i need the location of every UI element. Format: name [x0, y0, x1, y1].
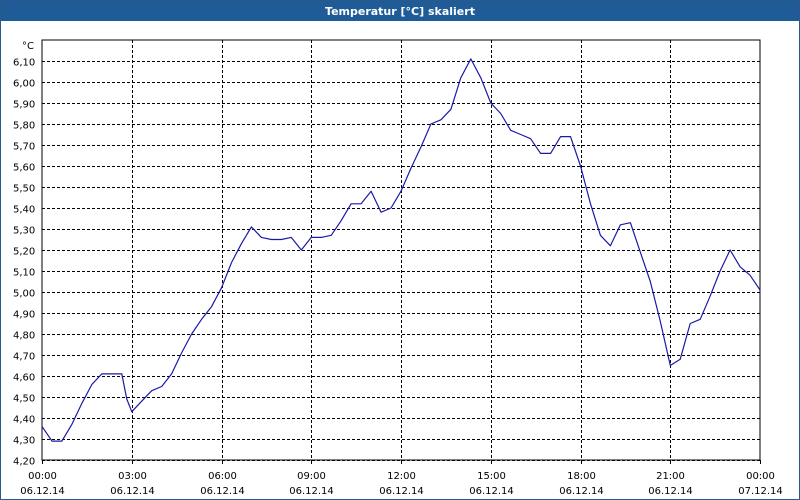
x-tick-date: 06.12.14	[20, 486, 65, 497]
x-tick-date: 06.12.14	[379, 486, 424, 497]
y-tick-label: 5,60	[13, 163, 35, 174]
x-tick-time: 00:00	[746, 471, 775, 482]
x-tick-date: 06.12.14	[469, 486, 514, 497]
y-tick-label: 5,40	[13, 205, 35, 216]
x-tick-time: 15:00	[477, 471, 506, 482]
x-tick-date: 06.12.14	[559, 486, 604, 497]
x-tick-date: 07.12.14	[738, 486, 783, 497]
y-tick-label: 4,60	[13, 373, 35, 384]
x-tick-time: 00:00	[28, 471, 57, 482]
x-tick-date: 06.12.14	[200, 486, 245, 497]
y-tick-label: 4,50	[13, 394, 35, 405]
y-tick-label: 6,00	[13, 79, 35, 90]
y-tick-label: 5,50	[13, 184, 35, 195]
y-tick-label: 5,30	[13, 226, 35, 237]
temperature-line	[41, 58, 761, 442]
x-tick-time: 21:00	[656, 471, 685, 482]
y-tick-label: 4,80	[13, 331, 35, 342]
y-tick-label: 4,30	[13, 436, 35, 447]
x-tick-time: 12:00	[387, 471, 416, 482]
chart-title: Temperatur [°C] skaliert	[1, 1, 799, 21]
y-tick-label: 5,10	[13, 268, 35, 279]
y-tick-label: 5,90	[13, 100, 35, 111]
y-tick-label: 4,70	[13, 352, 35, 363]
x-tick-time: 03:00	[118, 471, 147, 482]
y-tick-label: 5,80	[13, 121, 35, 132]
y-tick-label: 5,00	[13, 289, 35, 300]
y-tick-label: 5,70	[13, 142, 35, 153]
x-tick-date: 06.12.14	[289, 486, 334, 497]
y-tick-label: 4,40	[13, 415, 35, 426]
x-tick-time: 09:00	[297, 471, 326, 482]
x-tick-date: 06.12.14	[110, 486, 155, 497]
x-tick-date: 06.12.14	[648, 486, 693, 497]
y-tick-label: 4,20	[13, 457, 35, 468]
x-tick-time: 18:00	[567, 471, 596, 482]
y-tick-label: 5,20	[13, 247, 35, 258]
y-axis-label: °C	[22, 41, 34, 52]
y-tick-label: 4,90	[13, 310, 35, 321]
y-tick-label: 6,10	[13, 58, 35, 69]
x-tick-time: 06:00	[208, 471, 237, 482]
